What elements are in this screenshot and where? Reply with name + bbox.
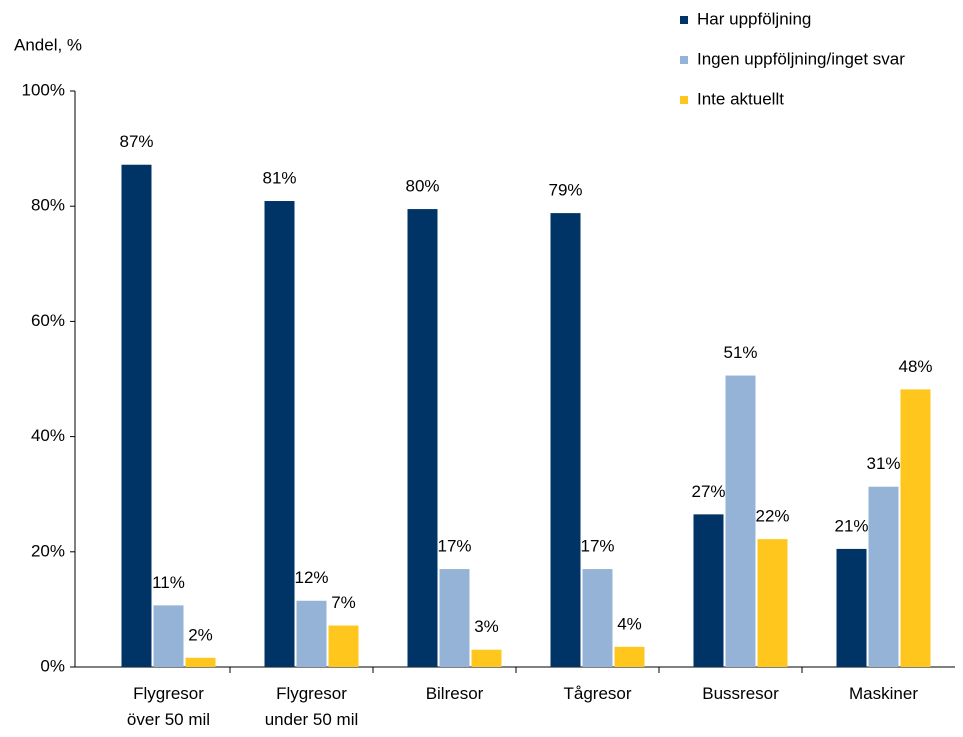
x-tick-label: Bilresor [425, 684, 484, 703]
bar [757, 539, 788, 667]
value-label: 7% [331, 593, 356, 612]
value-label: 21% [834, 516, 868, 535]
y-axis-label: Andel, % [14, 35, 82, 54]
bar [550, 213, 581, 667]
x-tick-label: Maskiner [849, 684, 918, 703]
bar [900, 389, 931, 667]
bar [439, 569, 470, 667]
y-tick-label: 100% [22, 80, 65, 99]
y-tick-label: 60% [31, 311, 65, 330]
x-tick-label: Bussresor [702, 684, 779, 703]
legend-label: Har uppföljning [697, 9, 811, 28]
legend-swatch [680, 96, 688, 104]
value-label: 3% [474, 617, 499, 636]
bar [836, 548, 867, 667]
bar [407, 209, 438, 667]
legend-swatch [680, 56, 688, 64]
legend-label: Ingen uppföljning/inget svar [697, 49, 905, 68]
bar [614, 646, 645, 667]
value-label: 27% [691, 482, 725, 501]
value-label: 12% [294, 568, 328, 587]
bar [153, 605, 184, 667]
legend-label: Inte aktuellt [697, 89, 784, 108]
legend-swatch [680, 16, 688, 24]
x-tick-label: Flygresor under 50 mil [264, 684, 359, 729]
bar [693, 514, 724, 667]
bar [185, 657, 216, 667]
value-label: 2% [188, 625, 213, 644]
bar [328, 625, 359, 667]
value-label: 17% [437, 537, 471, 556]
value-label: 80% [405, 177, 439, 196]
value-label: 4% [617, 614, 642, 633]
y-tick-label: 0% [40, 656, 65, 675]
value-label: 79% [548, 181, 582, 200]
value-label: 51% [723, 343, 757, 362]
bar [121, 164, 152, 667]
value-label: 11% [152, 573, 185, 592]
value-label: 87% [119, 132, 153, 151]
bar [868, 486, 899, 667]
value-label: 48% [898, 357, 932, 376]
x-tick-label: Tågresor [563, 684, 632, 703]
bar [264, 201, 295, 668]
y-tick-label: 20% [31, 541, 65, 560]
value-label: 22% [755, 507, 789, 526]
bar [582, 569, 613, 667]
value-label: 17% [580, 537, 614, 556]
x-tick-label: Flygresor över 50 mil [126, 684, 211, 729]
bar [296, 600, 327, 667]
y-tick-label: 40% [31, 426, 65, 445]
value-label: 31% [866, 454, 900, 473]
y-tick-label: 80% [31, 196, 65, 215]
bar [471, 649, 502, 667]
bar [725, 375, 756, 667]
value-label: 81% [262, 169, 296, 188]
